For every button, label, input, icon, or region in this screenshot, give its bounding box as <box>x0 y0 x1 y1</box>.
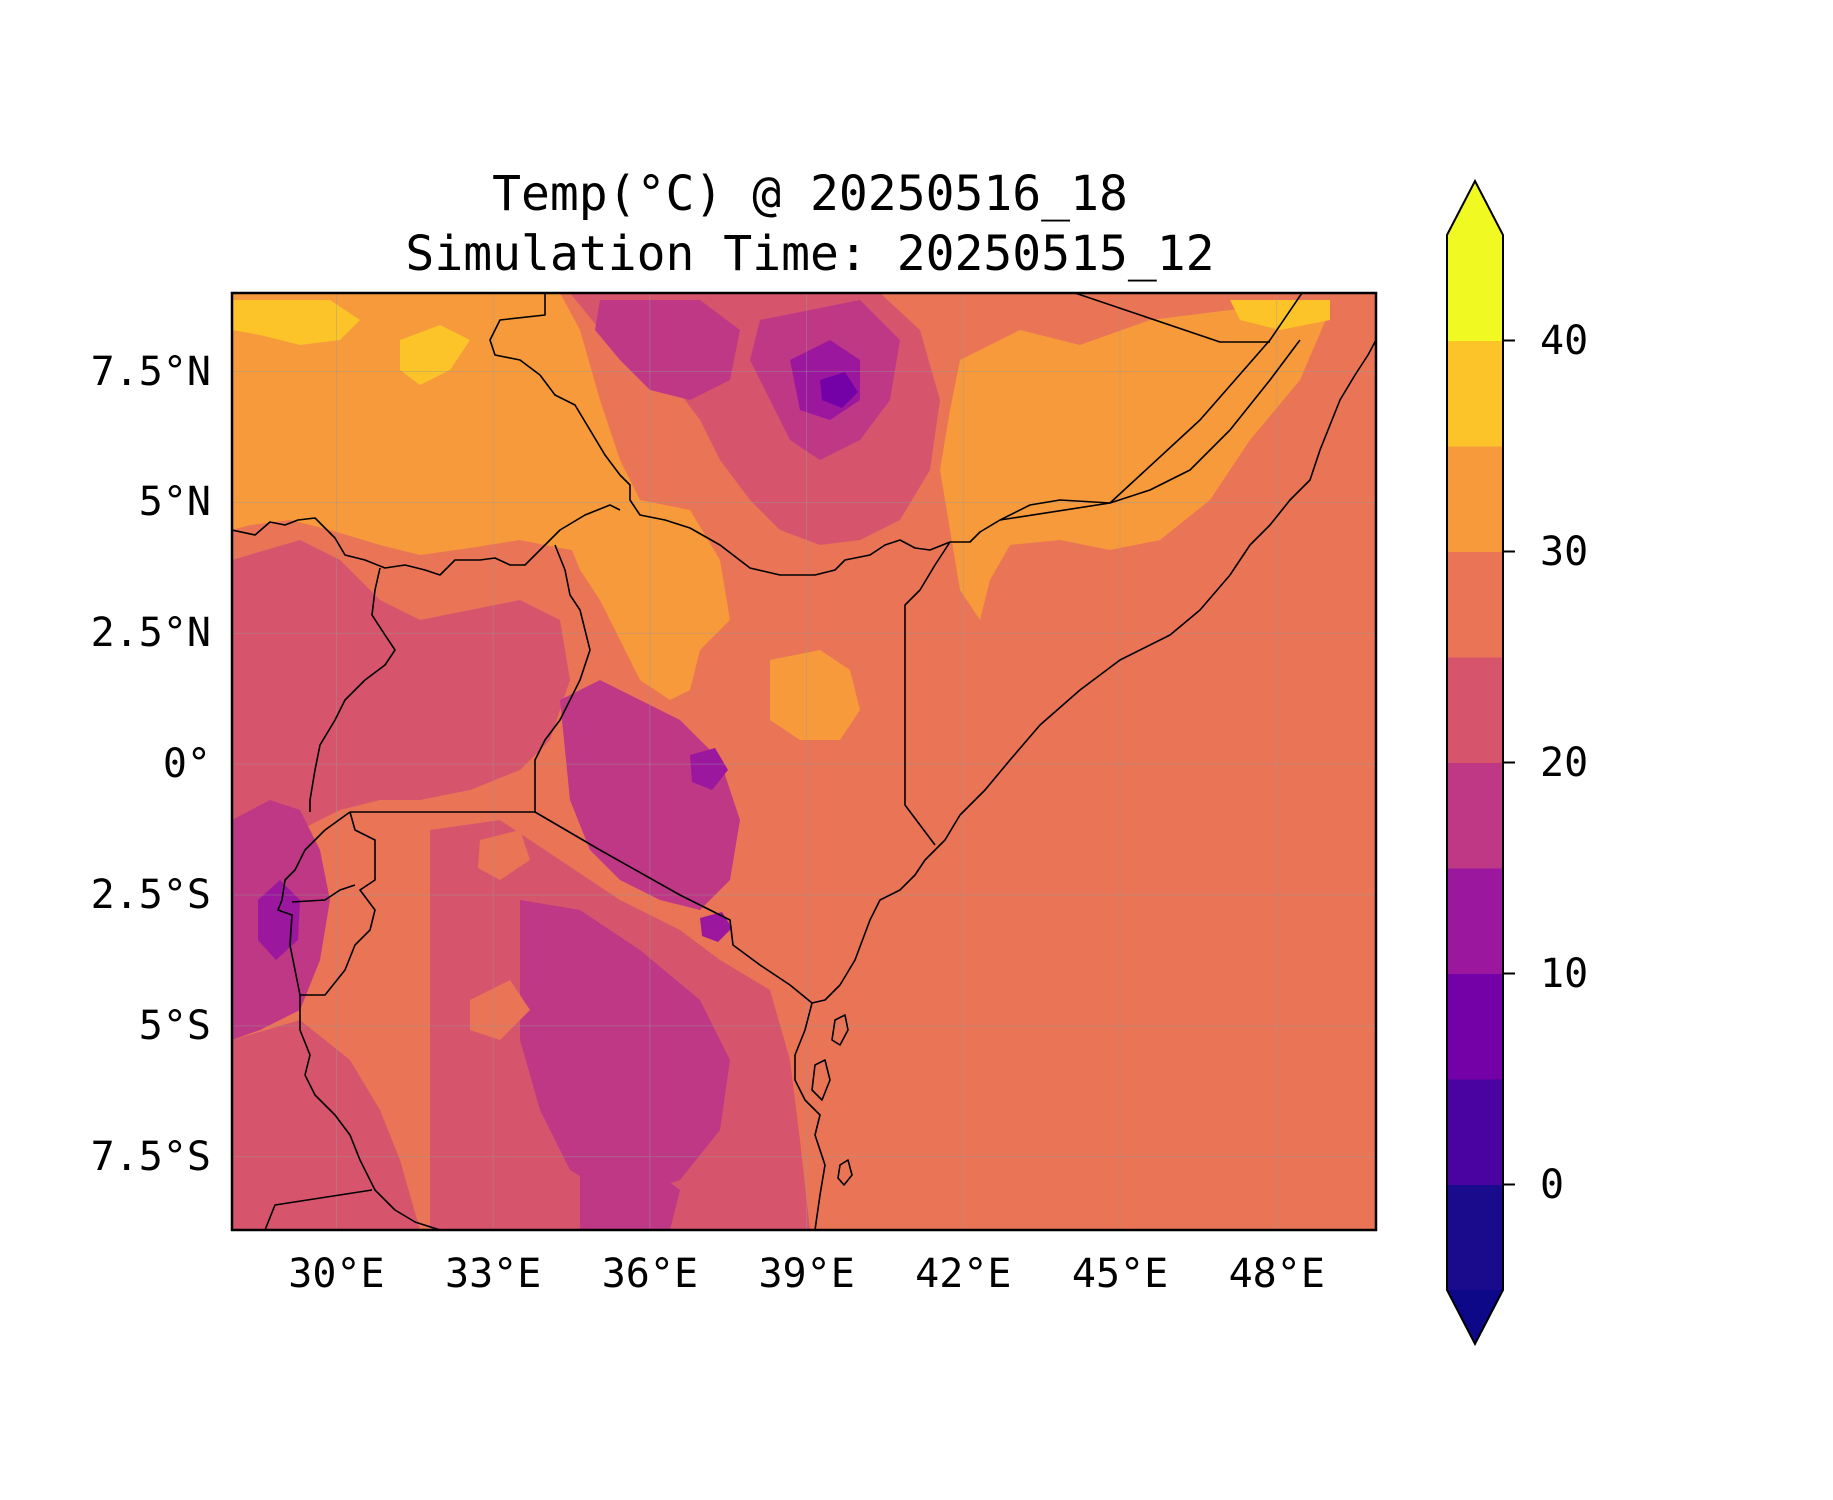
region-western-uganda <box>232 540 570 860</box>
region-sudan-plains <box>232 293 660 560</box>
lat-tick-label: 2.5°N <box>90 610 211 657</box>
island-pemba <box>831 1014 849 1046</box>
colorbar-tick-label: 40 <box>1540 317 1589 364</box>
border-drc-uganda-west <box>309 567 396 812</box>
region-mt-kenya <box>690 748 728 790</box>
colorbar-outline <box>1446 178 1504 1347</box>
island-zanzibar <box>811 1059 831 1101</box>
colorbar-tick-label: 0 <box>1540 1161 1565 1208</box>
region-rwanda-cold <box>258 880 300 960</box>
temperature-field <box>232 293 1376 1230</box>
border-kenya-ethiopia-somalia <box>904 541 951 846</box>
title-line-1: Temp(°C) @ 20250516_18 <box>492 166 1128 222</box>
border-lake-tanganyika <box>299 995 441 1230</box>
border-uganda-kenya <box>534 544 591 812</box>
region-ethiopia-cool <box>595 300 740 400</box>
lon-tick-label: 42°E <box>915 1251 1012 1297</box>
lat-tick-label: 7.5°N <box>90 348 211 395</box>
colorbar-tick-label: 10 <box>1540 950 1589 997</box>
lon-tick-label: 45°E <box>1071 1251 1169 1297</box>
colorbar-segment <box>1447 868 1503 974</box>
colorbar-segment <box>1447 657 1503 763</box>
colorbar-segment <box>1447 446 1503 552</box>
lat-tick-label: 0° <box>162 741 211 788</box>
lat-tick-label: 2.5°S <box>90 871 211 918</box>
lon-tick-label: 48°E <box>1228 1251 1325 1297</box>
border-burundi-inner <box>291 884 356 903</box>
border-zambia-tanzania <box>264 1189 373 1230</box>
colorbar-segment <box>1447 762 1503 869</box>
region-kilimanjaro <box>700 912 732 942</box>
title-line-2: Simulation Time: 20250515_12 <box>405 226 1215 282</box>
region-north-rift <box>560 500 730 700</box>
border-rwanda-burundi <box>300 811 376 996</box>
lat-tick-label: 7.5°S <box>90 1133 211 1180</box>
lon-tick-label: 36°E <box>601 1251 699 1297</box>
border-kenya-tanzania <box>534 811 813 1004</box>
region-horn-north <box>940 300 1330 620</box>
coastline-red-sea <box>1109 339 1301 504</box>
colorbar-tick-label: 20 <box>1540 739 1589 786</box>
lon-tick-label: 30°E <box>288 1251 385 1297</box>
border-somalia-djibouti <box>1074 293 1270 343</box>
colorbar-segment <box>1447 340 1503 447</box>
region-southern-highlands <box>580 1160 680 1230</box>
country-borders <box>232 293 1376 1230</box>
island-mafia <box>837 1159 853 1186</box>
region-tanzania-west <box>232 1020 420 1230</box>
region-sudan-hot-1 <box>232 300 360 345</box>
lat-tick-label: 5°S <box>138 1002 211 1049</box>
region-kenya-north <box>770 650 860 740</box>
colorbar-tick-label: 30 <box>1540 528 1589 575</box>
border-sudan-southsudan-ethiopia <box>489 293 1111 576</box>
lon-tick-label: 39°E <box>758 1251 855 1297</box>
region-tanzania-plateau <box>520 900 730 1200</box>
colorbar-extend-bottom <box>1447 1290 1503 1344</box>
region-victoria-warm <box>478 830 530 880</box>
coastline-east-africa <box>794 339 1376 1230</box>
map-frame <box>230 291 1378 1232</box>
colorbar-segment <box>1447 1079 1503 1185</box>
colorbar-extend-top <box>1447 181 1503 235</box>
colorbar-segment <box>1447 235 1503 341</box>
colorbar-segment <box>1447 973 1503 1080</box>
border-rwanda-drc <box>277 811 351 996</box>
border-southsudan-uganda-drc <box>232 504 621 576</box>
colorbar-segment <box>1447 551 1503 658</box>
region-tanzania-warm-patch <box>470 980 530 1040</box>
lon-tick-label: 33°E <box>445 1251 542 1297</box>
colorbar-segment <box>1447 1184 1503 1291</box>
region-ethiopia-coldest <box>820 372 858 408</box>
border-somalia-ethiopia <box>999 293 1303 521</box>
region-horn-hot <box>1230 300 1330 330</box>
lat-tick-label: 5°N <box>138 479 211 526</box>
gridlines <box>232 293 1376 1230</box>
region-sudan-hot-2 <box>400 325 470 385</box>
colorbar <box>1446 178 1515 1347</box>
